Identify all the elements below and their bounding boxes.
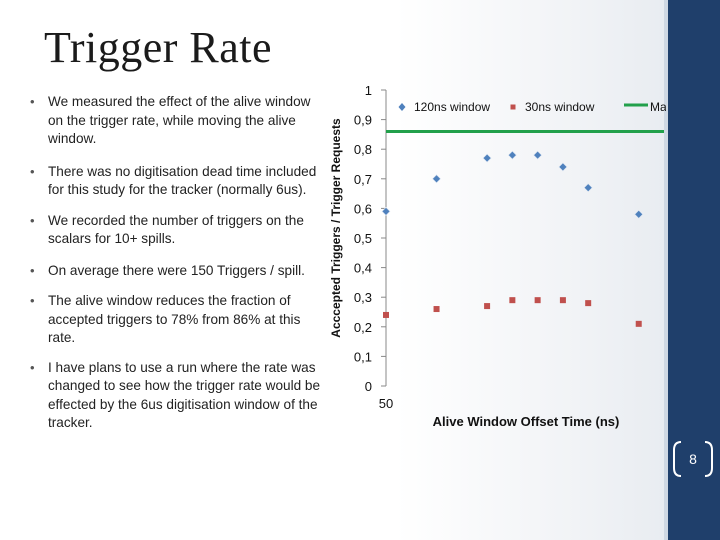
y-axis-title: Acccepted Triggers / Trigger Requests [329, 118, 343, 338]
bullet-item: I have plans to use a run where the rate… [28, 359, 326, 433]
point-30ns-window [585, 300, 592, 307]
point-30ns-window [433, 306, 440, 313]
point-120ns-window [507, 150, 517, 160]
legend-label: 30ns window [525, 100, 595, 114]
bullet-item: The alive window reduces the fraction of… [28, 292, 326, 348]
bullet-item: On average there were 150 Triggers / spi… [28, 262, 326, 281]
x-axis-title: Alive Window Offset Time (ns) [433, 414, 620, 429]
point-120ns-window [381, 206, 391, 216]
y-tick-label: 0,1 [354, 349, 372, 364]
legend-marker-120ns [398, 103, 406, 111]
legend-label: Maximum [650, 100, 666, 114]
point-120ns-window [533, 150, 543, 160]
y-tick-label: 0,7 [354, 172, 372, 187]
slide-title: Trigger Rate [44, 23, 273, 72]
bullet-item: We measured the effect of the alive wind… [28, 93, 326, 149]
point-30ns-window [635, 320, 642, 327]
side-bar-edge [664, 0, 668, 540]
legend-label: 120ns window [414, 100, 490, 114]
point-120ns-window [634, 209, 644, 219]
legend-marker-30ns [510, 104, 516, 110]
point-120ns-window [432, 174, 441, 184]
point-30ns-window [383, 311, 389, 318]
bullet-item: We recorded the number of triggers on th… [28, 212, 326, 249]
bracket-icon [673, 441, 713, 477]
page-number-box: 8 [669, 438, 717, 480]
y-tick-label: 0,6 [354, 201, 372, 216]
y-tick-label: 0,3 [354, 290, 372, 305]
bullet-list: We measured the effect of the alive wind… [28, 93, 326, 433]
y-tick-label: 0,2 [354, 320, 372, 335]
x-tick-label: 50 [379, 396, 393, 411]
y-tick-label: 0 [365, 379, 372, 394]
point-30ns-window [484, 303, 491, 310]
y-tick-label: 1 [365, 83, 372, 98]
y-tick-label: 0,8 [354, 142, 372, 157]
point-120ns-window [583, 183, 593, 193]
page-number: 8 [689, 451, 697, 467]
point-120ns-window [558, 162, 568, 172]
point-30ns-window [509, 297, 516, 304]
bullet-item: There was no digitisation dead time incl… [28, 163, 326, 200]
y-tick-label: 0,4 [354, 261, 372, 276]
y-tick-label: 0,5 [354, 231, 372, 246]
y-tick-label: 0,9 [354, 113, 372, 128]
trigger-rate-chart: 0 0,1 0,2 0,3 0,4 0,5 0,6 0,7 0,8 0,9 1 50 Acccepted… [329, 83, 666, 429]
point-30ns-window [559, 297, 566, 304]
point-30ns-window [534, 297, 541, 304]
point-120ns-window [482, 153, 492, 163]
